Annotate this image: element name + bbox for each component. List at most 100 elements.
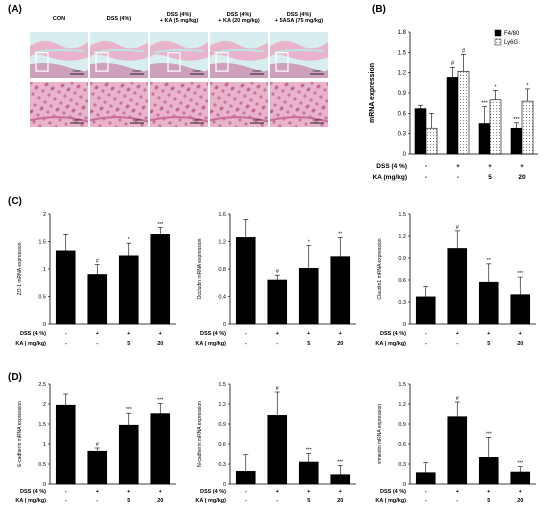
- cell-cluster: [279, 107, 283, 111]
- cell-cluster: [195, 102, 199, 106]
- cell-cluster: [229, 104, 233, 108]
- cell-cluster: [36, 113, 40, 117]
- y-tick-label: 0.6: [218, 442, 226, 448]
- cell-cluster: [293, 97, 297, 101]
- cell-cluster: [295, 108, 299, 112]
- cell-cluster: [60, 84, 64, 88]
- significance-marker: #: [276, 386, 280, 392]
- cell-cluster: [134, 119, 138, 123]
- y-tick-label: 1.2: [218, 402, 226, 408]
- panel-label-c: (C): [8, 196, 22, 207]
- cell-cluster: [270, 110, 273, 114]
- histology-group-label-line: + 5ASA (75 mg/kg): [274, 18, 324, 24]
- bar: [489, 99, 502, 155]
- ka-label: KA ( mg/kg): [375, 498, 406, 504]
- cell-cluster: [284, 83, 288, 87]
- cell-cluster: [309, 98, 313, 102]
- cell-cluster: [310, 82, 314, 85]
- cell-cluster: [213, 103, 217, 107]
- cell-cluster: [211, 92, 215, 96]
- bar: [457, 71, 470, 155]
- tissue-edge: [210, 116, 268, 123]
- scale-bar-label: 1mm: [253, 117, 263, 122]
- significance-marker: ***: [513, 117, 520, 123]
- cell-cluster: [166, 110, 170, 114]
- dss-value: +: [488, 163, 492, 170]
- cell-cluster: [76, 85, 80, 89]
- histology-image: 2mm: [270, 32, 328, 78]
- cell-cluster: [210, 110, 213, 114]
- y-tick-label: 0.5: [38, 295, 46, 301]
- significance-marker: ***: [157, 222, 163, 228]
- cell-cluster: [302, 111, 306, 115]
- bar: [267, 279, 288, 325]
- cell-cluster: [49, 104, 53, 108]
- bar: [118, 424, 139, 485]
- y-tick-label: 1.5: [218, 382, 226, 388]
- zoom-box: [95, 52, 109, 72]
- chart-n-cadherin: 0 0.3 0.6 0.9 1.2 1.5 N-cadherin mRNA expressi…: [195, 382, 356, 504]
- cell-cluster: [251, 109, 255, 113]
- y-axis-label: E-cadherin mRNA expression: [17, 401, 23, 467]
- cell-cluster: [154, 86, 158, 90]
- cell-cluster: [237, 90, 241, 94]
- ka-value: 20: [337, 498, 343, 504]
- y-tick-label: 1.5: [398, 212, 406, 218]
- ka-value: -: [457, 174, 459, 181]
- cell-cluster: [288, 121, 292, 125]
- cell-cluster: [65, 105, 69, 109]
- legend-label: F4/80: [504, 31, 520, 37]
- ka-label: KA (mg/kg): [373, 174, 407, 181]
- cell-cluster: [32, 120, 36, 124]
- cell-cluster: [319, 95, 323, 99]
- cell-cluster: [55, 108, 59, 112]
- cell-cluster: [114, 125, 118, 127]
- cell-cluster: [259, 95, 263, 99]
- lumen: [153, 49, 205, 54]
- chart-vimentin: 0 0.3 0.6 0.9 1.2 1.5 vimentin mRNA expression…: [375, 382, 536, 504]
- cell-cluster: [96, 113, 100, 117]
- cell-cluster: [141, 106, 145, 110]
- histology-image-bottom: 1mm: [90, 82, 148, 127]
- cell-cluster: [97, 96, 101, 100]
- zoom-box: [167, 52, 181, 72]
- cell-cluster: [173, 97, 177, 101]
- cell-cluster: [144, 116, 148, 120]
- cell-cluster: [210, 82, 213, 85]
- ka-value: 20: [517, 341, 523, 347]
- cell-cluster: [129, 98, 133, 102]
- cell-cluster: [217, 96, 221, 100]
- cell-cluster: [177, 90, 181, 94]
- y-tick-label: 1.8: [398, 30, 407, 36]
- cell-cluster: [271, 92, 275, 96]
- cell-cluster: [245, 105, 249, 109]
- cell-cluster: [170, 87, 174, 91]
- cell-cluster: [138, 112, 142, 116]
- cell-cluster: [118, 118, 122, 122]
- y-tick-label: 1.2: [398, 234, 406, 240]
- significance-marker: *: [526, 83, 529, 89]
- cell-cluster: [34, 86, 38, 90]
- histology-image: 1mm: [90, 82, 148, 127]
- dss-value: +: [307, 489, 310, 495]
- cell-cluster: [39, 107, 43, 111]
- cell-cluster: [90, 82, 93, 85]
- scale-bar-label: 2mm: [253, 68, 263, 73]
- cell-cluster: [272, 120, 276, 124]
- dss-value: +: [159, 489, 162, 495]
- dss-value: +: [519, 331, 522, 337]
- significance-marker: *: [308, 240, 310, 246]
- cell-cluster: [66, 88, 70, 92]
- y-tick-label: 0: [223, 482, 226, 488]
- cell-cluster: [260, 123, 264, 127]
- cell-cluster: [174, 125, 178, 127]
- histology-image-top: 2mm: [30, 32, 88, 78]
- y-tick-label: 0.9: [398, 256, 406, 262]
- legend-swatch: [494, 38, 502, 46]
- panel-label-a: (A): [8, 4, 22, 15]
- cell-cluster: [179, 101, 183, 105]
- cell-cluster: [294, 125, 298, 127]
- cell-cluster: [203, 88, 207, 92]
- cell-cluster: [157, 96, 161, 100]
- bar: [118, 255, 139, 325]
